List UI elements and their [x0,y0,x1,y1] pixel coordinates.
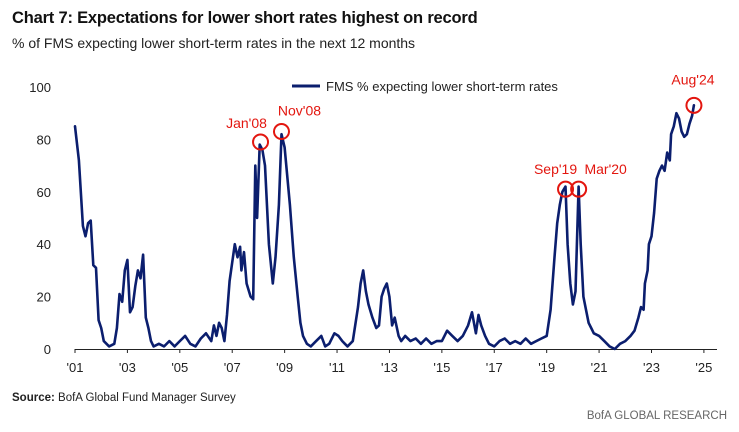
y-tick-label: 60 [37,185,51,200]
annotation-layer: Jan'08 Nov'08 Sep'19 Mar'20 Aug'24 [226,71,715,198]
annotation-circle [272,123,290,141]
y-tick-label: 80 [37,132,51,147]
annotation-circle [557,180,575,198]
series-line [73,104,696,351]
research-credit: BofA GLOBAL RESEARCH [586,410,727,422]
x-tick-label: '25 [695,360,712,375]
annotation-circle [570,180,588,198]
x-tick-label: '11 [329,360,345,375]
x-tick-label: '15 [433,360,450,375]
y-tick-label: 20 [37,290,51,305]
annotation-label: Aug'24 [671,71,714,87]
x-tick-label: '19 [538,360,555,375]
x-tick-label: '07 [224,360,241,375]
x-tick-label: '13 [381,360,398,375]
y-tick-label: 40 [37,237,51,252]
source-text: BofA Global Fund Manager Survey [58,392,236,404]
annotation-circle [685,96,703,114]
x-axis: '01 '03 '05 '07 '09 '11 '13 '15 '17 '19 '21 '23 '25 [67,349,717,375]
source-note: Source: BofA Global Fund Manager Survey [12,392,236,404]
x-tick-label: '05 [171,360,188,375]
annotation-label: Jan'08 [226,115,267,131]
legend-label: FMS % expecting lower short-term rates [326,79,558,94]
annotation-label: Nov'08 [278,103,321,119]
x-tick-label: '03 [119,360,136,375]
source-label: Source: [12,392,55,404]
x-tick-label: '09 [276,360,293,375]
annotation-circle [252,133,270,151]
chart-title: Chart 7: Expectations for lower short ra… [12,9,478,27]
y-axis: 0 20 40 60 80 100 [29,80,51,357]
annotation-label: Mar'20 [584,161,627,177]
series-layer [73,104,696,351]
y-tick-label: 100 [29,80,51,95]
y-tick-label: 0 [44,342,51,357]
legend: FMS % expecting lower short-term rates [292,79,558,94]
annotation-label: Sep'19 [534,161,577,177]
x-tick-label: '23 [643,360,660,375]
chart-subtitle: % of FMS expecting lower short-term rate… [12,35,416,51]
x-tick-label: '21 [591,360,608,375]
x-tick-label: '17 [486,360,503,375]
x-tick-label: '01 [67,360,84,375]
